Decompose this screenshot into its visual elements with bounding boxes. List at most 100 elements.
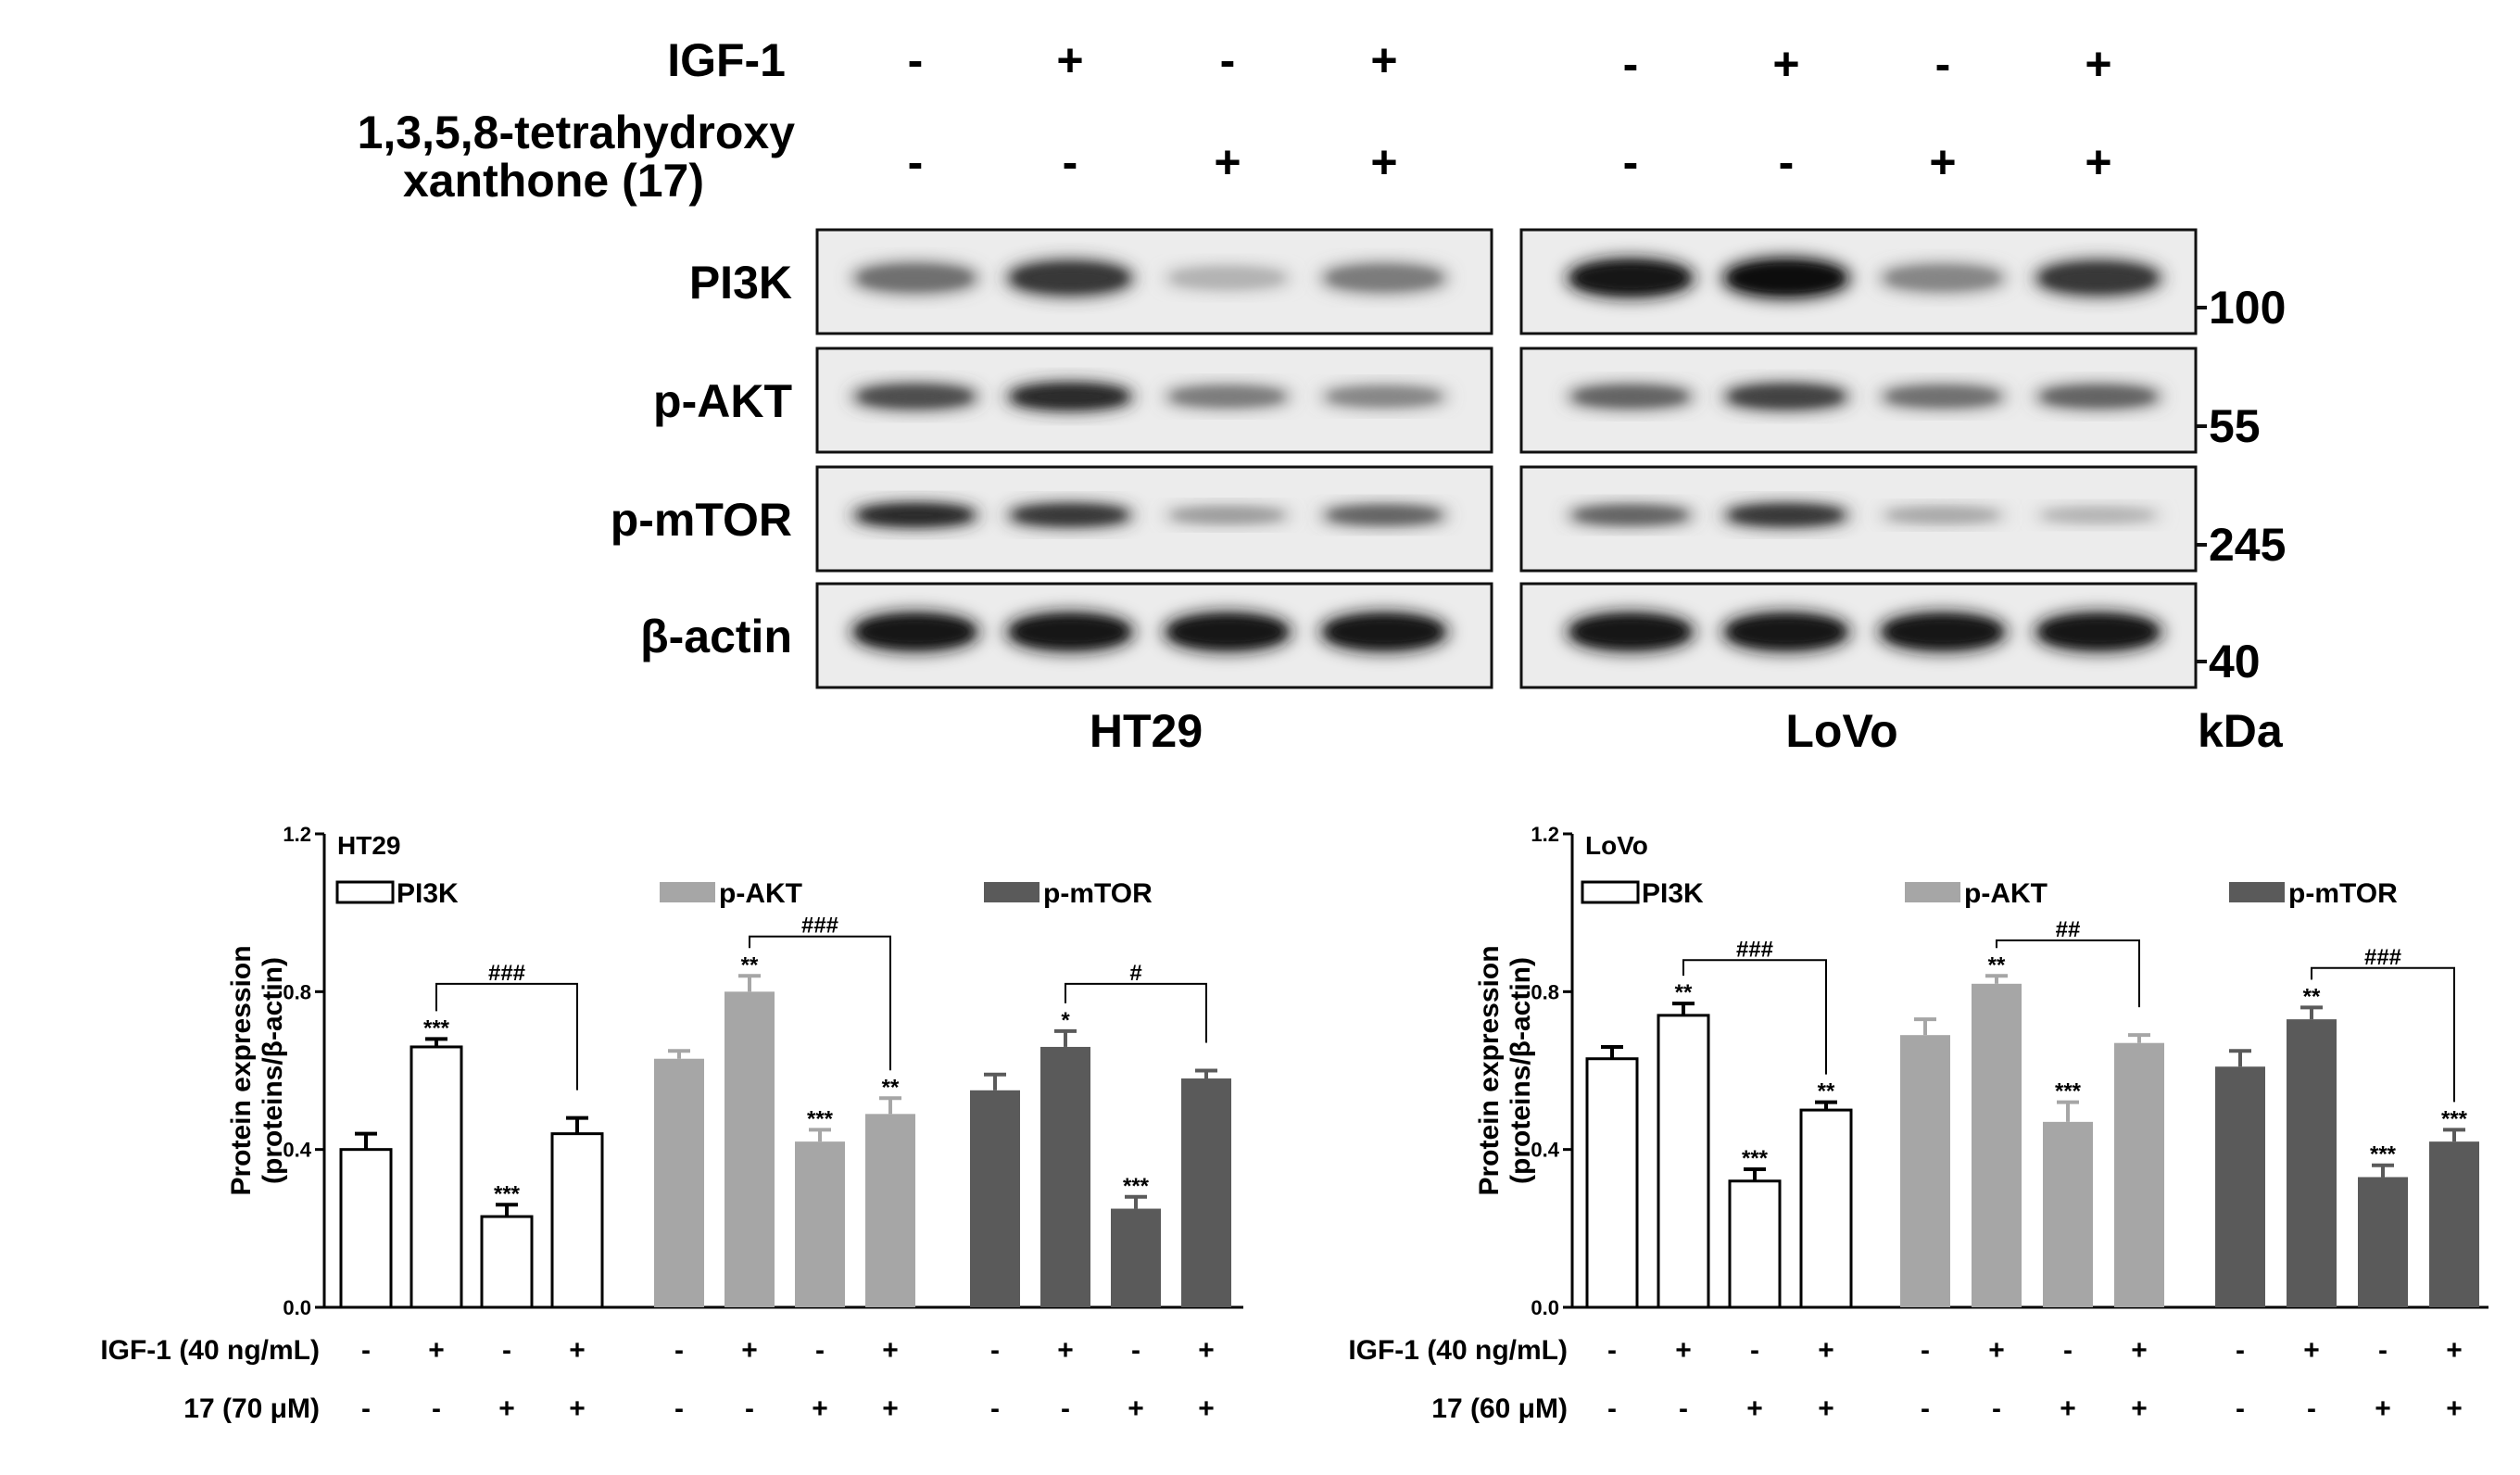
treatment-row2-sign: + bbox=[2375, 1393, 2391, 1424]
comparison-bracket bbox=[749, 935, 891, 1071]
bar-pi3k bbox=[1799, 1108, 1853, 1309]
treatment-row2-sign: - bbox=[1061, 1393, 1070, 1424]
blot-band-core bbox=[860, 507, 971, 523]
blot-band-core bbox=[1329, 268, 1440, 288]
treatment-row2-sign: + bbox=[1198, 1393, 1215, 1424]
blot-band-core bbox=[1014, 507, 1126, 523]
legend-label: p-mTOR bbox=[2288, 878, 2398, 909]
treatment-row1-sign: - bbox=[1131, 1335, 1140, 1366]
treatment-row1-sign: + bbox=[741, 1335, 758, 1366]
blot-band-core bbox=[1172, 270, 1283, 286]
comparison-bracket bbox=[1996, 939, 2140, 1008]
chart-title: LoVo bbox=[1585, 831, 1648, 860]
treat1-sign: - bbox=[908, 34, 924, 86]
treatment-row2-sign: - bbox=[1607, 1393, 1617, 1424]
legend-label: PI3K bbox=[397, 878, 459, 909]
blot-band-core bbox=[2043, 265, 2154, 291]
treatment-row1-sign: + bbox=[569, 1335, 586, 1366]
treat1-sign: - bbox=[1220, 34, 1236, 86]
blot-band-core bbox=[1731, 507, 1842, 523]
blot-band-core bbox=[1014, 618, 1126, 646]
bar-p-akt bbox=[654, 1058, 704, 1307]
legend-label: p-AKT bbox=[1964, 878, 2048, 909]
treatment-row2-sign: - bbox=[432, 1393, 441, 1424]
bar-p-akt bbox=[795, 1141, 845, 1307]
significance-marker: *** bbox=[1742, 1146, 1769, 1171]
bar-pi3k bbox=[550, 1132, 604, 1309]
bar-p-akt bbox=[1900, 1035, 1950, 1307]
bar-p-akt bbox=[865, 1114, 915, 1307]
blot-band-core bbox=[860, 618, 971, 646]
blot-band-core bbox=[1575, 388, 1686, 405]
bar-p-mtor bbox=[2287, 1019, 2337, 1307]
y-tick-label: 0.8 bbox=[283, 980, 311, 1003]
treatment-row2-sign: + bbox=[1746, 1393, 1763, 1424]
treatment-row1-sign: + bbox=[428, 1335, 445, 1366]
treat2-sign: + bbox=[2085, 136, 2111, 188]
treatment-row2-sign: + bbox=[569, 1393, 586, 1424]
bar-pi3k bbox=[1657, 1014, 1710, 1309]
legend-swatch bbox=[2229, 882, 2285, 902]
blot-row-label: p-AKT bbox=[653, 375, 792, 427]
bar-pi3k bbox=[410, 1045, 463, 1309]
comparison-bracket bbox=[435, 982, 578, 1090]
significance-marker: ** bbox=[882, 1075, 900, 1100]
treatment-row2-sign: + bbox=[498, 1393, 515, 1424]
bar-p-mtor bbox=[1040, 1046, 1090, 1307]
bar-pi3k bbox=[1728, 1179, 1782, 1309]
legend-label: p-mTOR bbox=[1043, 878, 1153, 909]
blot-band-core bbox=[1575, 264, 1686, 292]
treatment-row1-sign: - bbox=[2378, 1335, 2388, 1366]
treatment-row1-label: IGF-1 (40 ng/mL) bbox=[1348, 1335, 1568, 1366]
treatment-xanthone-label-line1: 1,3,5,8-tetrahydroxy bbox=[358, 107, 796, 158]
kda-marker-label: 100 bbox=[2209, 282, 2286, 334]
treat1-sign: + bbox=[1056, 34, 1083, 86]
blot-row-label: PI3K bbox=[689, 257, 792, 309]
bar-p-mtor bbox=[1111, 1208, 1161, 1307]
blot-band-core bbox=[1575, 618, 1686, 646]
blot-band-core bbox=[1172, 618, 1283, 646]
y-axis-label: Protein expression bbox=[226, 945, 257, 1195]
bar-p-akt bbox=[2043, 1121, 2093, 1307]
treat1-sign: + bbox=[2085, 38, 2111, 90]
significance-marker: *** bbox=[2370, 1142, 2397, 1167]
legend-swatch bbox=[1905, 882, 1960, 902]
comparison-bracket bbox=[1682, 959, 1827, 1075]
treatment-row1-sign: - bbox=[674, 1335, 684, 1366]
treatment-row1-sign: + bbox=[2446, 1335, 2463, 1366]
treat1-sign: + bbox=[1772, 38, 1799, 90]
treatment-row2-sign: - bbox=[1992, 1393, 2001, 1424]
bracket-label: ### bbox=[1736, 937, 1773, 962]
treatment-row2-sign: - bbox=[745, 1393, 754, 1424]
y-axis-label: Protein expression bbox=[1474, 945, 1505, 1195]
treatment-row2-sign: - bbox=[1921, 1393, 1930, 1424]
blot-band-core bbox=[1329, 508, 1440, 523]
blot-row-label: p-mTOR bbox=[611, 494, 792, 546]
legend-label: p-AKT bbox=[719, 878, 802, 909]
y-tick-label: 0.4 bbox=[1531, 1139, 1559, 1162]
treatment-row1-sign: - bbox=[2236, 1335, 2245, 1366]
y-tick-label: 1.2 bbox=[283, 823, 311, 846]
treatment-row1-sign: - bbox=[1750, 1335, 1759, 1366]
treat2-sign: + bbox=[1214, 136, 1241, 188]
cell-line-label-ht29: HT29 bbox=[1090, 705, 1203, 757]
bar-p-mtor bbox=[1181, 1078, 1231, 1307]
y-tick-label: 1.2 bbox=[1531, 823, 1559, 846]
treatment-row1-sign: + bbox=[1675, 1335, 1692, 1366]
treatment-row1-sign: - bbox=[2063, 1335, 2073, 1366]
legend-swatch bbox=[335, 880, 395, 904]
treatment-row2-sign: + bbox=[1128, 1393, 1144, 1424]
blot-band-core bbox=[1887, 510, 1998, 521]
blot-band-core bbox=[860, 387, 971, 406]
comparison-bracket bbox=[2311, 966, 2455, 1103]
bar-p-mtor bbox=[2215, 1066, 2265, 1307]
treat1-sign: + bbox=[1370, 34, 1397, 86]
chart-title: HT29 bbox=[337, 831, 400, 860]
treatment-row2-sign: + bbox=[812, 1393, 828, 1424]
treatment-row2-sign: + bbox=[2446, 1393, 2463, 1424]
bracket-label: ### bbox=[801, 914, 838, 939]
treatment-row2-sign: + bbox=[882, 1393, 899, 1424]
y-tick-label: 0.0 bbox=[1531, 1296, 1559, 1319]
significance-marker: ** bbox=[1818, 1079, 1835, 1104]
blot-band-core bbox=[1575, 508, 1686, 523]
